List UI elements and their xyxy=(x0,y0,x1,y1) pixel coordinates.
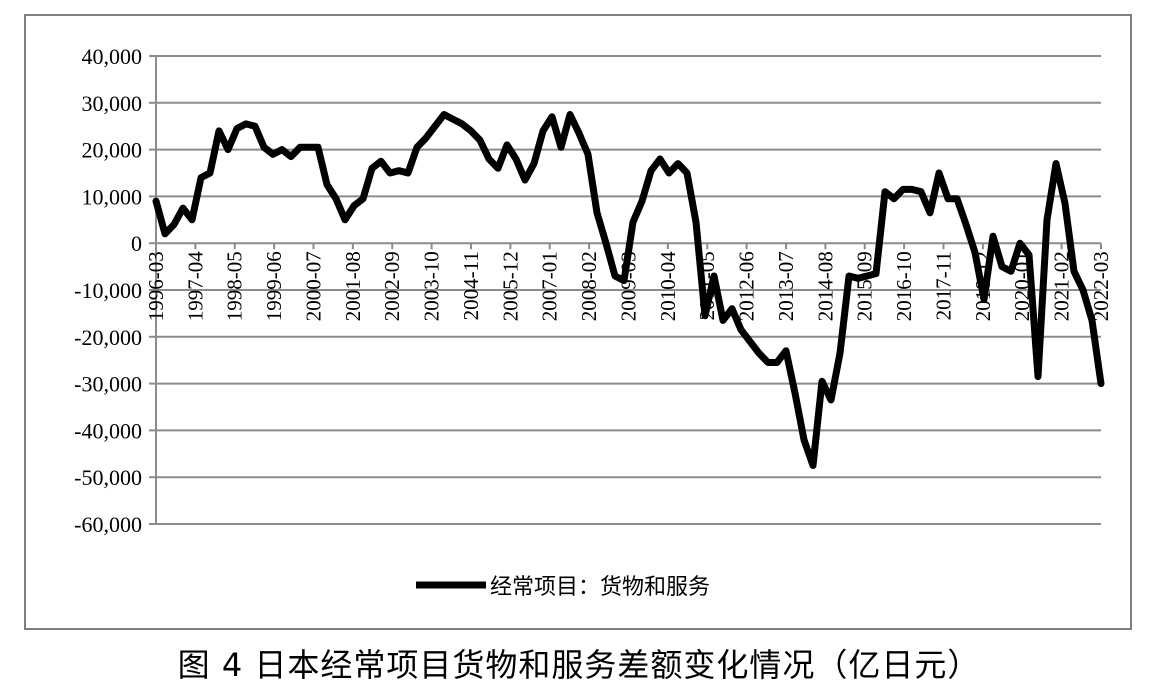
x-tick-label: 2012-06 xyxy=(735,251,759,321)
x-tick-label: 2007-01 xyxy=(538,251,562,321)
x-tick-label: 2017-11 xyxy=(932,251,956,320)
figure-caption: 图 4 日本经常项目货物和服务差额变化情况（亿日元） xyxy=(177,646,981,684)
series-layer xyxy=(152,111,1105,469)
y-tick-label: 10,000 xyxy=(82,184,143,209)
line-chart: 40,000 30,000 20,000 10,000 0 -10,000 -20,000 -… xyxy=(74,44,1113,600)
x-tick-label: 2002-09 xyxy=(380,251,404,321)
legend-label: 经常项目：货物和服务 xyxy=(490,575,710,600)
x-tick-label: 2010-04 xyxy=(656,251,680,321)
x-tick-label: 1998-05 xyxy=(223,251,247,321)
y-tick-label: -30,000 xyxy=(74,372,142,397)
x-tick-label: 1999-06 xyxy=(262,251,286,321)
y-tick-label: -20,000 xyxy=(74,325,142,350)
y-axis: 40,000 30,000 20,000 10,000 0 -10,000 -20,000 -… xyxy=(74,44,157,537)
legend: 经常项目：货物和服务 xyxy=(416,575,710,600)
x-tick-label: 2004-11 xyxy=(459,251,483,320)
y-tick-label: -10,000 xyxy=(74,278,142,303)
x-tick-label: 2013-07 xyxy=(774,251,798,321)
y-tick-label: 40,000 xyxy=(82,44,143,69)
x-tick-label: 2005-12 xyxy=(498,251,522,321)
x-tick-label: 2001-08 xyxy=(341,251,365,321)
x-tick-label: 2015-09 xyxy=(853,251,877,321)
x-tick-label: 2014-08 xyxy=(813,251,837,321)
x-tick-label: 2016-10 xyxy=(892,251,916,321)
y-tick-label: 0 xyxy=(131,231,142,256)
y-tick-label: 20,000 xyxy=(82,138,143,163)
x-tick-label: 1996-03 xyxy=(144,251,168,321)
y-tick-label: -40,000 xyxy=(74,418,142,443)
y-tick-label: 30,000 xyxy=(82,91,143,116)
x-tick-label: 2000-07 xyxy=(302,251,326,321)
x-tick-label: 2003-10 xyxy=(420,251,444,321)
y-tick-label: -50,000 xyxy=(74,465,142,490)
series-line xyxy=(152,111,1105,469)
x-tick-label: 2008-02 xyxy=(577,251,601,321)
y-tick-label: -60,000 xyxy=(74,512,142,537)
x-tick-label: 2022-03 xyxy=(1089,251,1113,321)
x-tick-label: 1997-04 xyxy=(183,251,207,321)
chart-frame: 40,000 30,000 20,000 10,000 0 -10,000 -20,000 -… xyxy=(24,14,1132,630)
